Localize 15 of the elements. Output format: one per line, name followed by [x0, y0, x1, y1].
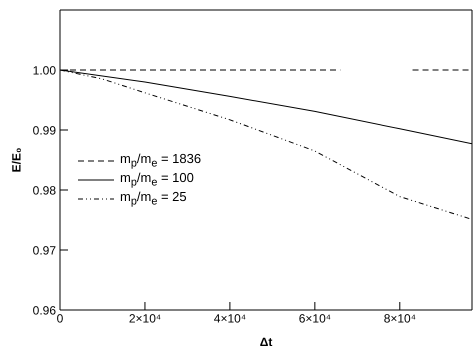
x-tick-label: 2×10⁴ [128, 312, 162, 326]
y-tick-label: 0.97 [32, 243, 56, 258]
y-tick-label: 0.96 [32, 303, 56, 318]
legend-label: m$_{p}$/m$_{e}$ = 1836 [120, 151, 202, 170]
legend-label: m$_{p}$/m$_{e}$ = 100 [120, 170, 194, 189]
legend-label: m$_{p}$/m$_{e}$ = 25 [120, 189, 187, 208]
y-axis-title: E/E₀ [9, 148, 24, 172]
y-tick-label: 0.99 [32, 123, 56, 138]
x-axis-title: Δt [260, 335, 272, 349]
x-tick-label: 0 [56, 312, 64, 326]
y-tick-label: 1.00 [32, 63, 56, 78]
y-tick-label: 0.98 [32, 183, 56, 198]
x-tick-label: 4×10⁴ [214, 312, 246, 326]
x-tick-label: 8×10⁴ [384, 312, 416, 326]
x-tick-label: 6×10⁴ [298, 312, 331, 326]
